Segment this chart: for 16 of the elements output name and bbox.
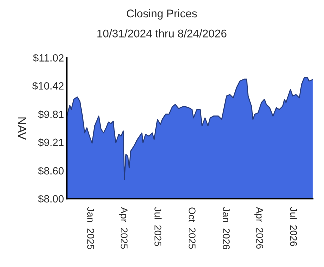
x-tick-label: Jan 2026 [223, 207, 230, 250]
chart-title: Closing Prices [127, 10, 198, 20]
x-tick-label: Apr 2025 [119, 207, 128, 249]
y-tick-label: $9.21 [38, 138, 64, 147]
x-tick-label: Apr 2026 [254, 207, 264, 249]
y-axis-title: NAV [18, 118, 26, 140]
y-tick-label: $9.81 [38, 110, 64, 119]
chart-subtitle: 10/31/2024 thru 8/24/2026 [98, 30, 227, 38]
x-tick-label: Jul 2025 [154, 207, 162, 246]
x-tick-label: Jul 2026 [290, 207, 298, 246]
y-tick-label: $8.60 [38, 166, 64, 176]
x-tick-label: Oct 2025 [188, 208, 196, 249]
y-tick-label: $8.00 [38, 194, 64, 204]
y-tick-label: $11.02 [33, 54, 64, 62]
x-tick-label: Jan 2025 [87, 207, 94, 250]
y-tick-label: $10.42 [32, 82, 64, 90]
